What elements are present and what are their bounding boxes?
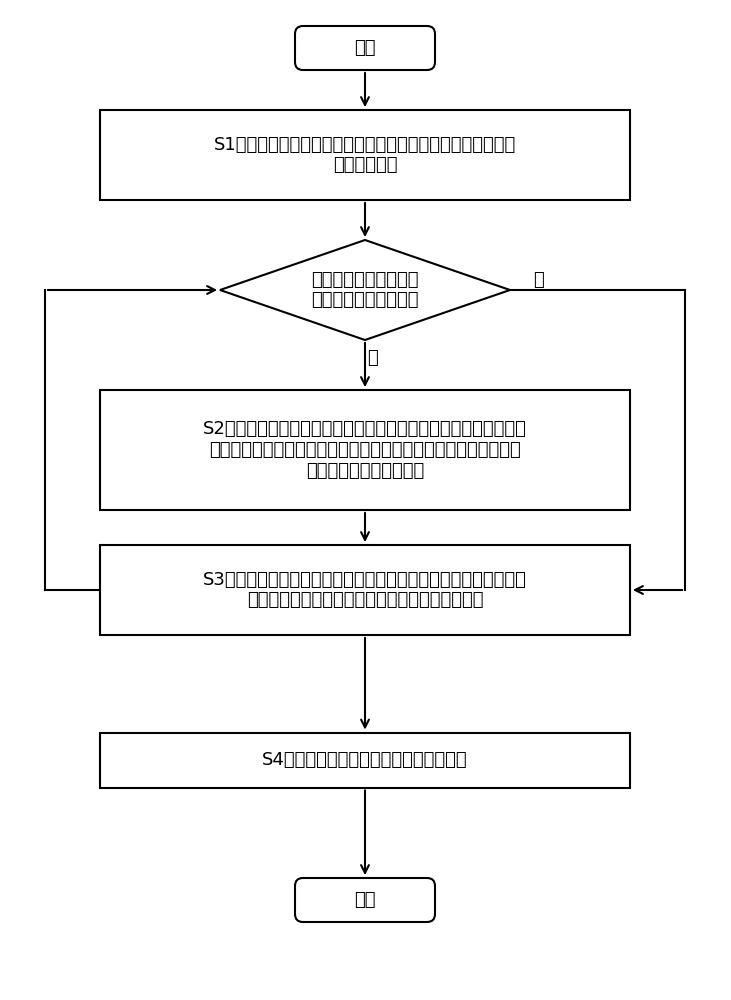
FancyBboxPatch shape: [295, 878, 435, 922]
FancyBboxPatch shape: [295, 26, 435, 70]
Text: 结束: 结束: [355, 891, 376, 909]
Text: S2：通过定时器生成三角波时域信号値，获取放电时间参数和励磁
电流调制幅値，将三角波时域信号値、放电参数和励磁电流调制幅
値相乘得到励磁有效电流: S2：通过定时器生成三角波时域信号値，获取放电时间参数和励磁 电流调制幅値，将三…: [203, 420, 527, 480]
Polygon shape: [220, 240, 510, 340]
Text: 是: 是: [533, 271, 543, 289]
Bar: [100, 545, 630, 635]
Bar: [100, 110, 630, 200]
Text: 开始: 开始: [355, 39, 376, 57]
Text: 判断直流母线电压是否
小于控制器的安全阈値: 判断直流母线电压是否 小于控制器的安全阈値: [311, 271, 419, 309]
Text: S4：控制器退出电流控制模式，放电完成: S4：控制器退出电流控制模式，放电完成: [262, 751, 468, 769]
Text: 否: 否: [368, 349, 379, 367]
Bar: [100, 390, 630, 510]
Bar: [100, 732, 630, 788]
Text: S3：根据励磁有效电流，生成相应的励磁电流指令输入到控制器，
控制器根据励磁电流指令对高压直流电容进行放电: S3：根据励磁有效电流，生成相应的励磁电流指令输入到控制器， 控制器根据励磁电流…: [203, 571, 527, 609]
Text: S1：控制器接收到放电信号，进入电流控制模式，对直流母线
电压进行检测: S1：控制器接收到放电信号，进入电流控制模式，对直流母线 电压进行检测: [214, 136, 516, 174]
